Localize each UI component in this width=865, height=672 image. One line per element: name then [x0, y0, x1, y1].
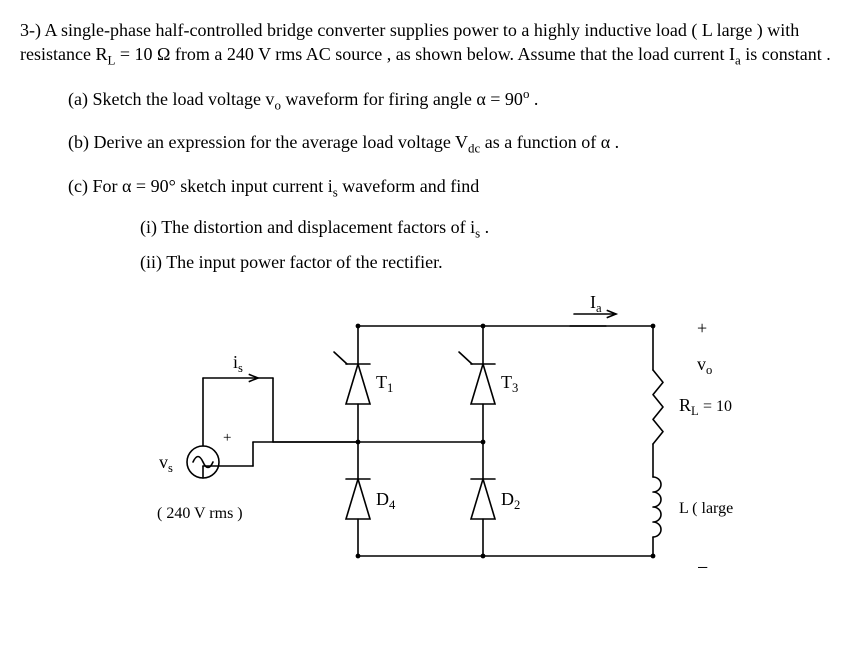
svg-text:vs: vs	[159, 452, 173, 475]
svg-text:RL: RL	[679, 395, 699, 418]
svg-text:vo: vo	[697, 354, 712, 377]
part-b-end: as a function of α .	[480, 132, 619, 152]
part-a: (a) Sketch the load voltage vo waveform …	[68, 85, 845, 114]
stmt-2: = 10 Ω from a 240 V rms AC source , as s…	[115, 44, 735, 64]
ci-end: .	[480, 217, 489, 237]
ci-label: (i)	[140, 217, 157, 237]
part-c-pre: For α = 90° sketch input current i	[92, 176, 332, 196]
problem-statement: 3-) A single-phase half-controlled bridg…	[20, 18, 845, 69]
circuit-figure: T1 T3 D4 D2 vs ( 240 V rms ) + is Ia + vo − RL= 10 Ω…	[20, 292, 845, 598]
svg-text:T3: T3	[501, 372, 518, 395]
part-a-mid: waveform for firing angle α = 90	[281, 89, 523, 109]
cii-text: The input power factor of the rectifier.	[166, 252, 442, 272]
svg-text:is: is	[233, 352, 243, 375]
svg-text:D4: D4	[376, 489, 396, 512]
part-b-pre: Derive an expression for the average loa…	[94, 132, 469, 152]
svg-text:D2: D2	[501, 489, 520, 512]
part-b-sub: dc	[468, 141, 480, 156]
part-a-pre: Sketch the load voltage v	[92, 89, 274, 109]
part-c-ii: (ii) The input power factor of the recti…	[140, 250, 845, 274]
part-b-label: (b)	[68, 132, 89, 152]
svg-text:= 10 Ω: = 10 Ω	[703, 398, 733, 415]
cii-label: (ii)	[140, 252, 162, 272]
part-a-end: .	[529, 89, 538, 109]
svg-text:Ia: Ia	[590, 292, 602, 315]
part-c-end: waveform and find	[338, 176, 479, 196]
part-b: (b) Derive an expression for the average…	[68, 130, 845, 157]
svg-text:+: +	[697, 318, 707, 338]
part-a-label: (a)	[68, 89, 88, 109]
problem-number: 3-)	[20, 20, 41, 40]
svg-text:L ( large ): L ( large )	[679, 500, 733, 517]
part-c-label: (c)	[68, 176, 88, 196]
svg-text:+: +	[223, 430, 231, 446]
stmt-3: is constant .	[741, 44, 831, 64]
circuit-diagram: T1 T3 D4 D2 vs ( 240 V rms ) + is Ia + vo − RL= 10 Ω…	[133, 292, 733, 592]
svg-text:−: −	[697, 557, 708, 579]
ci-pre: The distortion and displacement factors …	[161, 217, 475, 237]
part-c: (c) For α = 90° sketch input current is …	[68, 174, 845, 201]
svg-text:( 240 V rms ): ( 240 V rms )	[157, 505, 243, 522]
svg-text:T1: T1	[376, 372, 393, 395]
part-c-i: (i) The distortion and displacement fact…	[140, 215, 845, 242]
